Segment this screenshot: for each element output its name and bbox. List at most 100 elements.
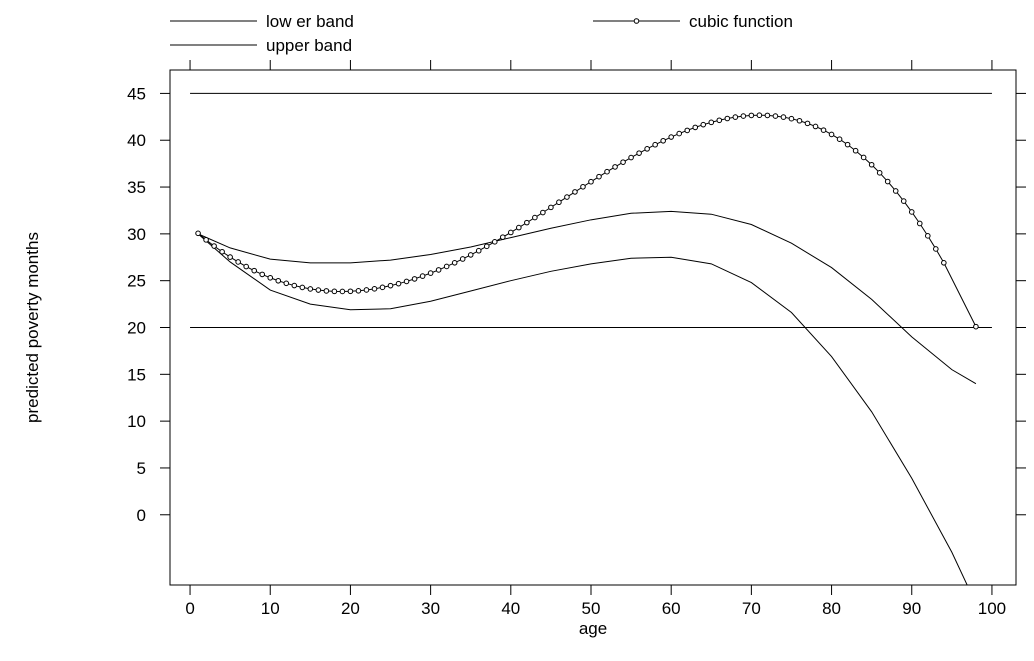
data-point: [908, 209, 915, 215]
data-point: [564, 194, 570, 200]
data-point: [379, 284, 386, 291]
data-point: [868, 161, 875, 168]
x-tick-label: 10: [261, 599, 280, 618]
x-tick-label: 20: [341, 599, 360, 618]
data-point: [916, 220, 923, 227]
data-point: [275, 277, 282, 284]
data-point: [828, 131, 835, 138]
data-point: [451, 259, 458, 266]
data-point: [243, 263, 249, 270]
data-point: [660, 137, 666, 144]
data-point: [299, 284, 306, 291]
data-point: [331, 288, 338, 295]
series-markers: [195, 112, 979, 330]
series-lines: [197, 114, 977, 585]
y-tick-label: 45: [127, 84, 146, 103]
data-point: [419, 273, 426, 279]
data-point: [524, 219, 530, 226]
data-point: [516, 224, 522, 231]
data-point: [620, 159, 626, 165]
legend-item-cubic-function: cubic function: [593, 12, 793, 31]
data-point: [796, 117, 803, 124]
data-point: [475, 247, 482, 254]
data-point: [251, 267, 257, 274]
data-point: [772, 113, 779, 119]
reference-lines: [190, 92, 992, 328]
data-point: [580, 183, 586, 190]
data-point: [676, 130, 683, 137]
x-tick-label: 100: [978, 599, 1006, 618]
legend-label: low er band: [266, 12, 354, 31]
data-point: [267, 274, 274, 281]
data-point: [924, 233, 931, 239]
x-tick-label: 30: [421, 599, 440, 618]
series-line-upper-band: [197, 210, 977, 385]
data-point: [203, 237, 209, 243]
y-tick-label: 20: [127, 319, 146, 338]
data-point: [892, 188, 899, 194]
data-point: [363, 287, 370, 293]
data-point: [684, 127, 691, 134]
x-tick-label: 90: [902, 599, 921, 618]
y-tick-label: 40: [127, 131, 146, 150]
x-tick-label: 70: [742, 599, 761, 618]
data-point: [540, 209, 546, 216]
legend-item-low-er-band: low er band: [170, 12, 354, 31]
axis-ticks: 0 10 20 30 40 50 60 70 80 90 100 0 5 10 15 20 25 30 35 40 45: [127, 60, 1026, 618]
x-tick-label: 50: [582, 599, 601, 618]
data-point: [740, 113, 747, 119]
legend-label: cubic function: [689, 12, 793, 31]
data-point: [459, 256, 466, 262]
x-tick-label: 80: [822, 599, 841, 618]
data-point: [395, 280, 402, 287]
data-point: [732, 114, 739, 120]
data-point: [283, 280, 290, 287]
y-tick-label: 15: [127, 365, 146, 384]
data-point: [716, 117, 723, 124]
data-point: [708, 119, 715, 126]
data-point: [411, 276, 418, 282]
data-point: [219, 248, 225, 255]
data-point: [748, 112, 755, 119]
y-tick-label: 10: [127, 412, 146, 431]
data-point: [756, 112, 763, 119]
data-point: [588, 178, 594, 185]
data-point: [443, 263, 450, 270]
data-point: [780, 114, 787, 120]
legend-marker: [633, 18, 640, 24]
data-point: [612, 164, 618, 170]
data-point: [692, 124, 699, 131]
data-point: [291, 282, 298, 289]
data-point: [804, 120, 811, 127]
data-point: [195, 230, 201, 237]
data-point: [596, 173, 602, 180]
data-point: [315, 287, 322, 293]
data-point: [876, 170, 883, 176]
x-tick-label: 40: [501, 599, 520, 618]
legend: low er band cubic function upper band: [170, 12, 793, 55]
data-point: [499, 234, 506, 240]
data-point: [235, 259, 241, 265]
series-line-low-er-band: [197, 233, 968, 585]
data-point: [941, 259, 947, 266]
data-point: [933, 246, 939, 252]
data-point: [700, 121, 707, 128]
data-point: [227, 254, 233, 260]
data-point: [371, 286, 378, 292]
data-point: [508, 229, 514, 236]
data-point: [820, 127, 827, 133]
data-point: [652, 141, 658, 148]
data-point: [884, 178, 891, 185]
y-tick-label: 25: [127, 272, 146, 291]
data-point: [812, 123, 819, 130]
data-point: [339, 288, 346, 295]
data-point: [556, 199, 562, 206]
data-point: [724, 115, 731, 122]
data-point: [788, 115, 795, 122]
data-point: [764, 112, 771, 119]
data-point: [644, 146, 650, 152]
data-point: [860, 154, 867, 161]
data-point: [483, 243, 490, 250]
